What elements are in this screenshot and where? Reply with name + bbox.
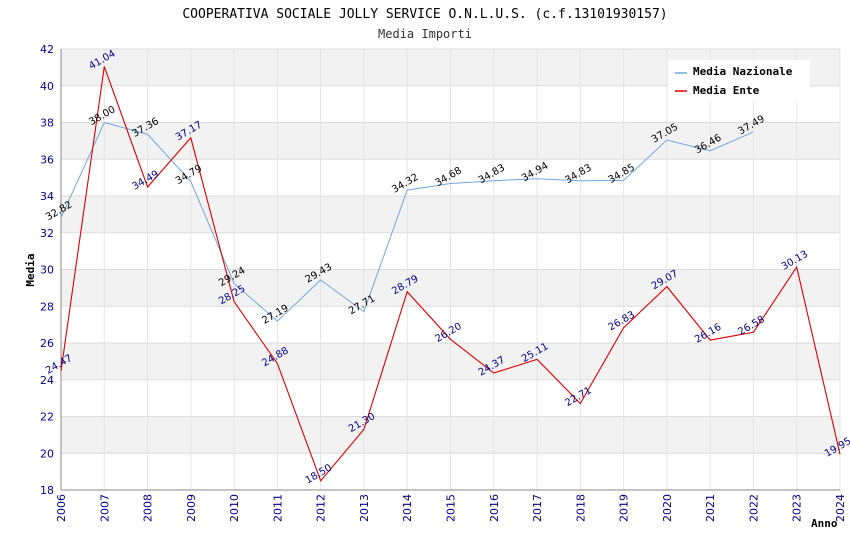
x-tick-label: 2016 (488, 494, 501, 522)
x-tick-label: 2021 (704, 494, 717, 522)
chart-title: COOPERATIVA SOCIALE JOLLY SERVICE O.N.L.… (182, 7, 667, 22)
legend-label-media-ente: Media Ente (693, 84, 760, 97)
x-axis-label: Anno (811, 517, 838, 530)
gridlines (60, 48, 841, 491)
y-tick-label: 24 (40, 374, 54, 387)
data-label: 34.83 (563, 163, 593, 187)
data-label: 22.71 (563, 385, 593, 409)
y-tick-label: 30 (40, 264, 54, 277)
data-label: 18.50 (304, 463, 334, 487)
y-axis-label: Media (24, 253, 37, 286)
x-tick-label: 2012 (315, 494, 328, 522)
y-tick-label: 18 (40, 484, 54, 497)
series-lines (60, 66, 841, 482)
x-tick-labels: 2006 2007 2008 2009 2010 2011 2012 2013 2014 2015… (55, 494, 847, 522)
legend-box (668, 60, 810, 102)
x-tick-label: 2013 (358, 494, 371, 522)
data-label: 26.83 (607, 310, 637, 334)
data-label: 26.58 (736, 314, 766, 338)
x-tick-label: 2019 (618, 494, 631, 522)
x-tick-label: 2008 (142, 494, 155, 522)
y-tick-labels: 18 20 22 24 26 28 30 32 34 36 38 40 42 (40, 43, 54, 497)
y-tick-label: 34 (40, 190, 54, 203)
axes (60, 49, 840, 491)
y-tick-label: 28 (40, 300, 54, 313)
legend-label-media-nazionale: Media Nazionale (693, 65, 793, 78)
y-tick-label: 38 (40, 117, 54, 130)
y-tick-label: 36 (40, 153, 54, 166)
x-tick-label: 2011 (271, 494, 284, 522)
y-tick-label: 22 (40, 411, 54, 424)
data-label: 34.49 (131, 169, 161, 193)
data-label: 34.85 (607, 162, 637, 186)
data-label: 34.32 (390, 172, 420, 196)
data-label: 34.94 (520, 160, 550, 184)
data-label: 34.83 (477, 163, 507, 187)
y-tick-label: 26 (40, 337, 54, 350)
x-tick-label: 2017 (531, 494, 544, 522)
series-line-media-nazionale (60, 121, 754, 322)
y-tick-label: 42 (40, 43, 54, 56)
x-tick-label: 2014 (401, 494, 414, 522)
data-label: 34.79 (174, 163, 204, 187)
y-tick-label: 32 (40, 227, 54, 240)
series-line-media-ente (60, 66, 841, 482)
x-tick-label: 2023 (791, 494, 804, 522)
chart-subtitle: Media Importi (378, 27, 472, 41)
x-tick-label: 2024 (834, 494, 847, 522)
x-tick-label: 2015 (445, 494, 458, 522)
x-tick-label: 2009 (185, 494, 198, 522)
y-tick-label: 20 (40, 447, 54, 460)
x-tick-label: 2007 (98, 494, 111, 522)
x-tick-label: 2010 (228, 494, 241, 522)
x-tick-label: 2018 (574, 494, 587, 522)
y-tick-label: 40 (40, 80, 54, 93)
legend: Media Nazionale Media Ente (668, 60, 810, 102)
x-tick-label: 2022 (747, 494, 760, 522)
data-label: 26.20 (434, 321, 464, 345)
x-tick-label: 2006 (55, 494, 68, 522)
x-tick-label: 2020 (661, 494, 674, 522)
data-label: 34.68 (434, 165, 464, 189)
